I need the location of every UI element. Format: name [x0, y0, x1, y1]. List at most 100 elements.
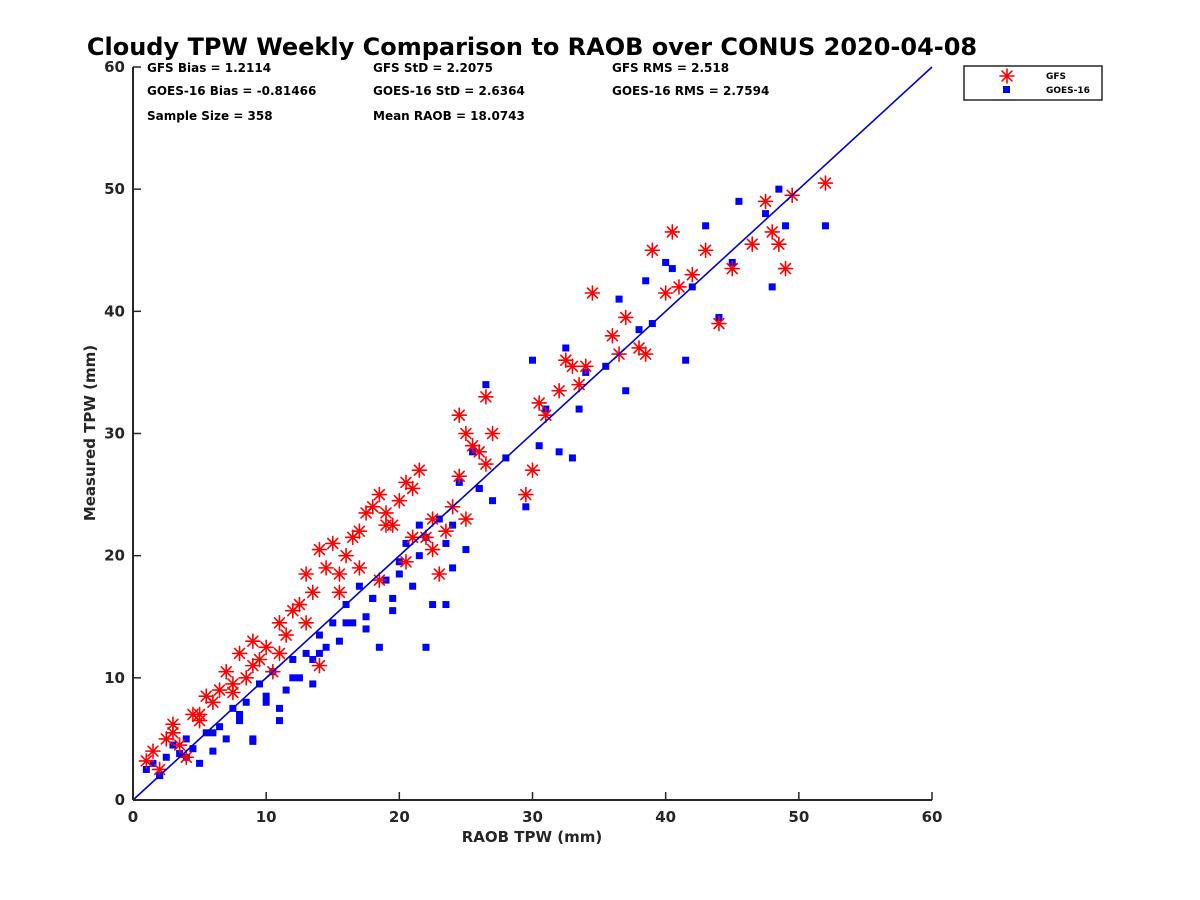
gfs-point-stroke — [227, 678, 239, 690]
gfs-point-stroke — [340, 549, 352, 562]
gfs-point-stroke — [240, 672, 252, 684]
stat-goes-bias: GOES-16 Bias = -0.81466 — [147, 84, 316, 98]
gfs-point-stroke — [713, 317, 725, 330]
goes16-point — [342, 619, 350, 627]
goes16-point — [362, 613, 370, 621]
gfs-point-stroke — [440, 525, 452, 537]
gfs-point-stroke — [819, 177, 832, 189]
gfs-point-stroke — [220, 665, 232, 678]
stat-mean-raob: Mean RAOB = 18.0743 — [373, 109, 525, 123]
goes16-point — [415, 552, 423, 560]
gfs-point — [531, 395, 547, 411]
gfs-point-stroke — [273, 617, 286, 629]
gfs-point-stroke — [247, 635, 259, 647]
y-tick-label: 50 — [104, 180, 125, 198]
gfs-point — [518, 486, 534, 503]
gfs-point — [458, 425, 474, 442]
gfs-point — [637, 346, 654, 362]
goes16-point — [362, 625, 370, 633]
goes16-point — [349, 619, 357, 627]
goes16-point — [529, 356, 536, 364]
goes16-point — [375, 643, 383, 651]
gfs-point — [238, 670, 254, 686]
gfs-point — [371, 572, 388, 588]
gfs-point — [178, 749, 195, 766]
gfs-point — [817, 175, 834, 191]
gfs-point — [171, 737, 188, 753]
gfs-point-stroke — [486, 427, 499, 440]
goes16-point — [149, 759, 157, 767]
goes16-point — [415, 521, 423, 529]
goes16-point — [622, 387, 630, 395]
gfs-point — [378, 505, 394, 521]
gfs-point — [644, 242, 661, 259]
goes16-point — [635, 326, 643, 334]
gfs-point — [371, 486, 388, 503]
goes16-point — [462, 546, 470, 554]
gfs-point — [478, 389, 494, 405]
goes16-point — [222, 735, 230, 743]
y-tick-label: 10 — [104, 669, 125, 687]
gfs-point — [757, 193, 774, 210]
gfs-point — [331, 566, 348, 582]
goes16-point — [555, 448, 563, 456]
gfs-point — [298, 566, 314, 582]
legend-goes-square-icon — [1003, 86, 1010, 93]
gfs-point-stroke — [260, 641, 272, 654]
goes16-point — [282, 686, 290, 694]
gfs-point-stroke — [353, 562, 366, 574]
legend-gfs-asterisk-icon — [999, 68, 1015, 84]
gfs-point-stroke — [460, 427, 472, 440]
gfs-point-stroke — [400, 476, 412, 489]
goes16-point — [668, 265, 676, 273]
gfs-point — [165, 725, 181, 741]
goes16-point — [262, 698, 270, 706]
goes16-point — [189, 745, 197, 753]
gfs-point — [571, 376, 587, 393]
x-tick-label: 0 — [128, 808, 138, 826]
gfs-point — [351, 560, 368, 576]
gfs-point-stroke — [247, 659, 259, 672]
gfs-point-stroke — [200, 690, 212, 702]
gfs-point-stroke — [746, 238, 758, 250]
one-to-one-line — [132, 66, 933, 801]
x-tick-label: 50 — [788, 808, 809, 826]
goes16-point — [322, 643, 330, 651]
goes16-point — [315, 649, 323, 657]
gfs-point — [284, 602, 301, 619]
x-tick-label: 30 — [522, 808, 543, 826]
gfs-point-stroke — [380, 519, 392, 531]
goes16-point — [568, 454, 576, 462]
gfs-point — [551, 382, 567, 399]
goes16-point — [355, 582, 363, 590]
y-tick-label: 20 — [104, 547, 125, 565]
gfs-point — [771, 236, 787, 252]
gfs-point — [538, 407, 554, 423]
gfs-point — [298, 615, 314, 631]
goes16-point — [289, 656, 297, 664]
gfs-point-stroke — [666, 226, 679, 238]
gfs-point-stroke — [333, 568, 346, 580]
goes16-point — [182, 735, 190, 743]
gfs-point-stroke — [393, 494, 406, 507]
gfs-point — [225, 676, 241, 692]
gfs-point-stroke — [619, 311, 632, 324]
gfs-point-stroke — [373, 574, 386, 586]
gfs-point — [291, 596, 308, 613]
gfs-point — [424, 541, 441, 558]
goes16-point — [216, 723, 224, 731]
goes16-point — [302, 649, 310, 657]
gfs-point — [138, 753, 155, 769]
gfs-point — [404, 529, 421, 546]
gfs-point — [478, 456, 494, 472]
gfs-point — [664, 224, 681, 240]
x-tick-label: 20 — [389, 808, 410, 826]
gfs-point — [158, 731, 175, 747]
gfs-point — [398, 474, 414, 491]
y-tick-label: 60 — [104, 58, 125, 76]
goes16-point — [242, 698, 250, 706]
gfs-point — [271, 615, 288, 631]
gfs-point-stroke — [380, 507, 392, 519]
gfs-point-stroke — [779, 262, 792, 275]
gfs-point — [617, 309, 634, 326]
